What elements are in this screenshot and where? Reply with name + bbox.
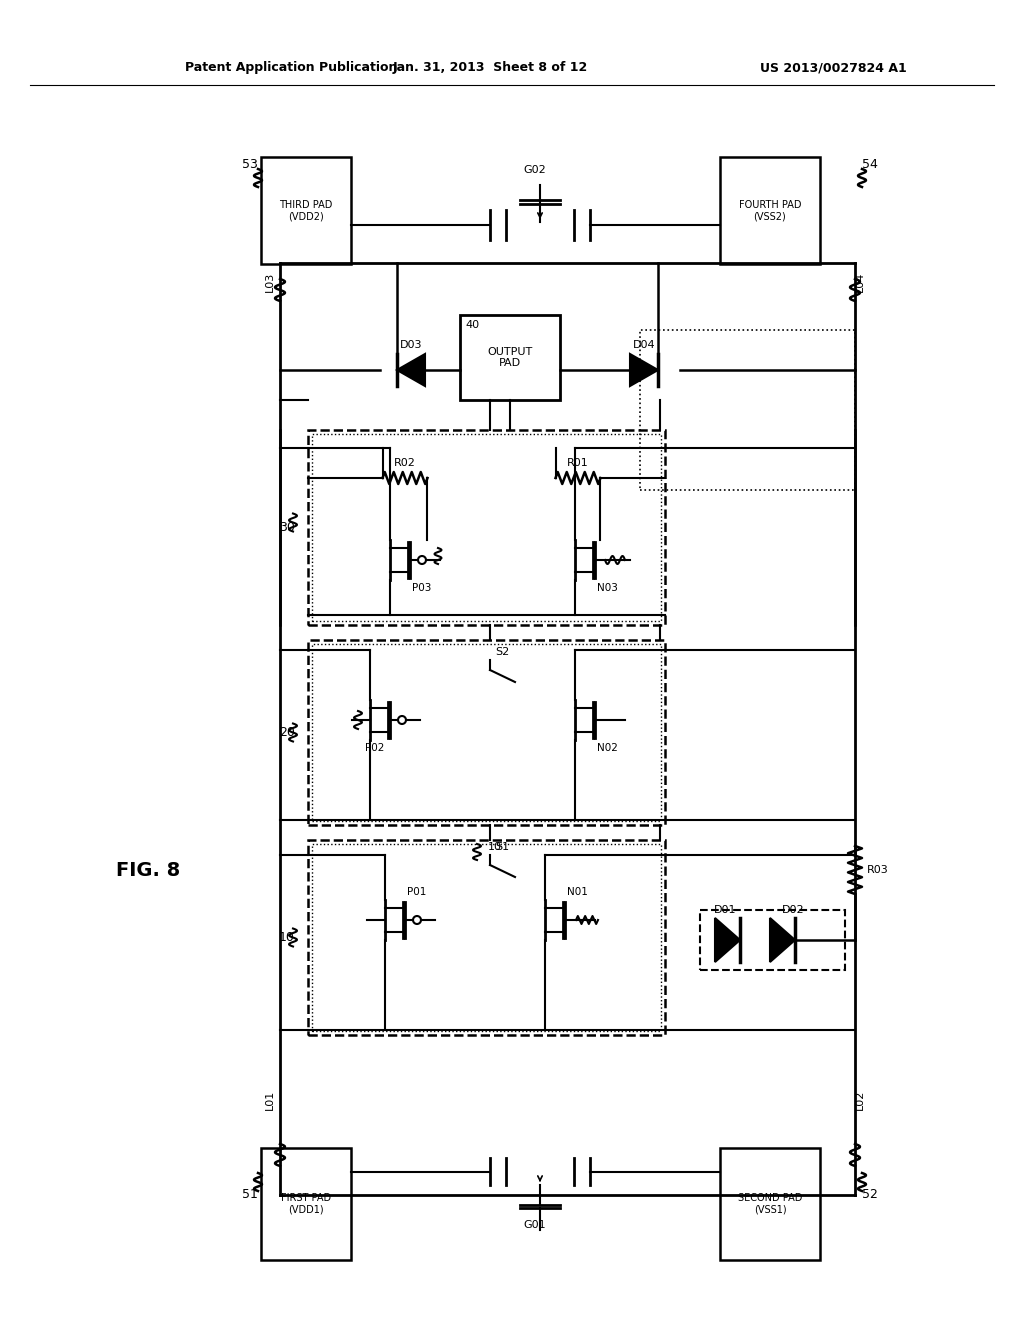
- Text: FOURTH PAD
(VSS2): FOURTH PAD (VSS2): [738, 199, 801, 222]
- Polygon shape: [715, 917, 740, 962]
- Text: G01: G01: [523, 1220, 547, 1230]
- Text: P02: P02: [365, 743, 384, 752]
- Text: L04: L04: [855, 272, 865, 292]
- Text: S2: S2: [495, 647, 509, 657]
- Text: Patent Application Publication: Patent Application Publication: [185, 62, 397, 74]
- Text: 40: 40: [465, 319, 479, 330]
- Text: 10: 10: [280, 931, 295, 944]
- Bar: [720, 157, 820, 264]
- Polygon shape: [770, 917, 795, 962]
- Text: D03: D03: [399, 341, 422, 350]
- Text: L03: L03: [265, 272, 275, 292]
- Bar: [312, 843, 662, 1031]
- Bar: [460, 315, 560, 400]
- Text: P03: P03: [412, 583, 431, 593]
- Text: R02: R02: [394, 458, 416, 469]
- Bar: [640, 330, 855, 490]
- Bar: [308, 430, 665, 624]
- Text: N03: N03: [597, 583, 617, 593]
- Text: N02: N02: [597, 743, 617, 752]
- Text: R03: R03: [867, 865, 889, 875]
- Text: Jan. 31, 2013  Sheet 8 of 12: Jan. 31, 2013 Sheet 8 of 12: [392, 62, 588, 74]
- Text: FIG. 8: FIG. 8: [116, 861, 180, 879]
- Text: D01: D01: [714, 906, 736, 915]
- Bar: [700, 909, 845, 970]
- Text: 10: 10: [488, 842, 502, 851]
- Bar: [261, 157, 351, 264]
- Text: P01: P01: [407, 887, 426, 898]
- Bar: [720, 1148, 820, 1261]
- Text: D04: D04: [633, 341, 655, 350]
- Text: 51: 51: [242, 1188, 258, 1201]
- Circle shape: [413, 916, 421, 924]
- Bar: [308, 840, 665, 1035]
- Bar: [261, 1148, 351, 1261]
- Text: D02: D02: [781, 906, 804, 915]
- Bar: [312, 644, 662, 821]
- Text: N01: N01: [567, 887, 588, 898]
- Bar: [312, 434, 662, 620]
- Text: G02: G02: [523, 165, 547, 176]
- Text: 20: 20: [280, 726, 295, 739]
- Text: THIRD PAD
(VDD2): THIRD PAD (VDD2): [280, 199, 333, 222]
- Text: SECOND PAD
(VSS1): SECOND PAD (VSS1): [738, 1193, 802, 1214]
- Text: US 2013/0027824 A1: US 2013/0027824 A1: [760, 62, 906, 74]
- Text: 52: 52: [862, 1188, 878, 1201]
- Circle shape: [398, 715, 406, 723]
- Text: OUTPUT
PAD: OUTPUT PAD: [487, 347, 532, 368]
- Polygon shape: [397, 354, 425, 385]
- Text: L02: L02: [855, 1090, 865, 1110]
- Text: L01: L01: [265, 1090, 275, 1110]
- Bar: [308, 640, 665, 825]
- Text: R01: R01: [567, 458, 589, 469]
- Text: S1: S1: [495, 842, 509, 851]
- Polygon shape: [630, 354, 658, 385]
- Text: 30: 30: [280, 521, 295, 535]
- Circle shape: [418, 556, 426, 564]
- Text: FIRST PAD
(VDD1): FIRST PAD (VDD1): [281, 1193, 331, 1214]
- Text: 53: 53: [242, 158, 258, 172]
- Text: 54: 54: [862, 158, 878, 172]
